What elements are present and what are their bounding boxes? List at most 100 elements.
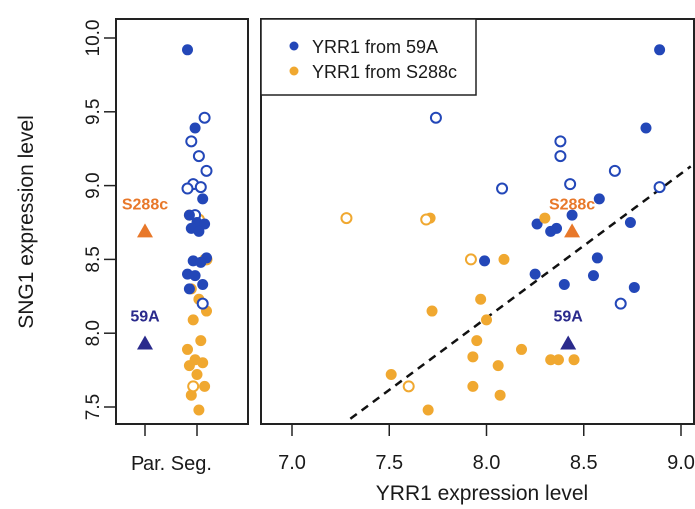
- scatter-point-s288c: [467, 351, 479, 363]
- left-point-59a: [195, 256, 207, 268]
- left-point-59a: [182, 44, 193, 56]
- left-panel-xtick-label-p: P: [131, 453, 144, 475]
- legend: YRR1 from 59A YRR1 from S288c: [260, 18, 477, 96]
- scatter-point-s288c: [494, 389, 506, 401]
- left-point-s288c-open: [187, 380, 200, 393]
- x-tick-label: 7.0: [278, 452, 306, 474]
- scatter-point-59a-open: [608, 164, 621, 177]
- right-parent-label-s288c: S288c: [549, 196, 595, 213]
- scatter-point-s288c: [422, 404, 434, 416]
- left-point-s288c: [182, 343, 193, 355]
- scatter-point-s288c: [481, 314, 492, 326]
- scatter-point-59a: [566, 209, 578, 221]
- left-panel-frame: [115, 18, 249, 425]
- scatter-point-s288c-open: [340, 212, 353, 225]
- scatter-point-59a-open: [496, 182, 509, 195]
- scatter-point-s288c: [385, 369, 397, 381]
- scatter-point-59a: [628, 281, 640, 293]
- y-axis: 7.5 8.0 8.5 9.0 9.5 10.0: [83, 20, 117, 420]
- x-tick-label: 9.0: [667, 452, 695, 474]
- scatter-point-59a: [558, 278, 570, 290]
- scatter-point-s288c: [426, 305, 438, 317]
- scatter-point-59a-open: [614, 297, 627, 310]
- left-point-59a-open: [200, 164, 213, 177]
- left-point-59a: [197, 278, 209, 290]
- left-point-59a: [189, 122, 201, 134]
- scatter-point-s288c: [475, 293, 487, 305]
- scatter-point-s288c-open: [402, 380, 415, 393]
- right-parent-marker-s288c: [564, 223, 581, 238]
- scatter-point-s288c-open: [420, 213, 433, 226]
- scatter-point-59a: [640, 122, 652, 134]
- scatter-point-59a: [529, 268, 541, 280]
- left-parent-label-s288c: S288c: [122, 196, 168, 213]
- scatter-point-59a: [531, 218, 543, 230]
- left-panel-xtick-label-par-seg: ar. Seg.: [143, 453, 212, 475]
- scatter-point-s288c-open: [464, 253, 477, 266]
- y-tick-label: 7.5: [83, 394, 104, 420]
- y-tick-label: 9.5: [83, 99, 104, 125]
- right-parent-marker-59a: [560, 335, 577, 350]
- scatter-point-s288c: [471, 335, 483, 347]
- left-point-s288c: [197, 357, 209, 369]
- left-point-59a: [183, 283, 195, 295]
- scatter-point-s288c: [516, 343, 528, 355]
- trend-line: [349, 165, 692, 420]
- scatter-point-s288c: [568, 354, 580, 366]
- scatter-point-59a: [624, 217, 636, 228]
- y-tick-label: 8.0: [83, 320, 104, 346]
- right-parent-label-59a: 59A: [554, 309, 584, 326]
- scatter-point-59a: [593, 193, 605, 205]
- x-axis: 7.0 7.5 8.0 8.5 9.0: [144, 423, 695, 474]
- left-point-59a-open: [192, 150, 205, 163]
- scatter-point-59a-open: [653, 181, 666, 194]
- scatter-point-59a-open: [554, 135, 567, 148]
- x-tick-label: 7.5: [375, 452, 403, 474]
- left-point-59a-open: [181, 182, 194, 195]
- scatter-point-s288c: [552, 354, 564, 366]
- left-point-s288c: [191, 369, 203, 381]
- y-tick-label: 9.0: [83, 172, 104, 198]
- left-point-59a: [197, 193, 209, 205]
- left-parent-label-59a: 59A: [130, 309, 160, 326]
- scatter-point-59a: [591, 252, 603, 264]
- left-point-s288c: [185, 389, 197, 401]
- left-point-59a: [183, 209, 195, 221]
- scatter-point-s288c: [539, 212, 551, 224]
- scatter-point-s288c: [492, 360, 504, 372]
- left-point-59a: [193, 225, 205, 237]
- y-tick-label: 10.0: [83, 20, 104, 57]
- left-point-59a-open: [196, 297, 209, 310]
- left-point-59a-open: [194, 181, 207, 194]
- scatter-point-59a-open: [564, 178, 577, 191]
- left-point-59a-open: [185, 135, 198, 148]
- scatter-point-59a-open: [554, 150, 567, 163]
- scatter-point-59a-open: [429, 111, 442, 124]
- right-panel: S288c 59A YRR1 from 59A YRR1 from S288c: [260, 18, 695, 425]
- left-point-s288c: [193, 404, 205, 416]
- y-tick-label: 8.5: [83, 246, 104, 272]
- left-point-s288c: [195, 335, 207, 347]
- scatter-point-s288c: [545, 354, 557, 366]
- scatter-point-59a: [587, 270, 599, 282]
- left-parent-marker-59a: [137, 335, 153, 350]
- left-point-s288c: [199, 380, 211, 392]
- scatter-point-s288c: [498, 253, 510, 265]
- x-tick-label: 8.5: [570, 452, 598, 474]
- left-parent-marker-s288c: [137, 223, 153, 238]
- legend-label-from-59a: YRR1 from 59A: [312, 37, 438, 57]
- scatter-point-59a: [545, 225, 557, 237]
- scatter-point-59a: [479, 255, 491, 267]
- legend-box: [260, 18, 477, 96]
- x-axis-label: YRR1 expression level: [376, 482, 588, 505]
- legend-swatch-from-s288c: [289, 66, 299, 76]
- y-axis-label: SNG1 expression level: [15, 115, 38, 329]
- scatter-point-s288c: [467, 380, 479, 392]
- legend-label-from-s288c: YRR1 from S288c: [312, 62, 457, 82]
- left-point-s288c: [183, 360, 195, 372]
- legend-swatch-from-59a: [289, 41, 299, 51]
- left-point-s288c: [187, 314, 199, 326]
- left-point-59a-open: [198, 111, 211, 124]
- left-panel: S288c 59A: [115, 18, 249, 425]
